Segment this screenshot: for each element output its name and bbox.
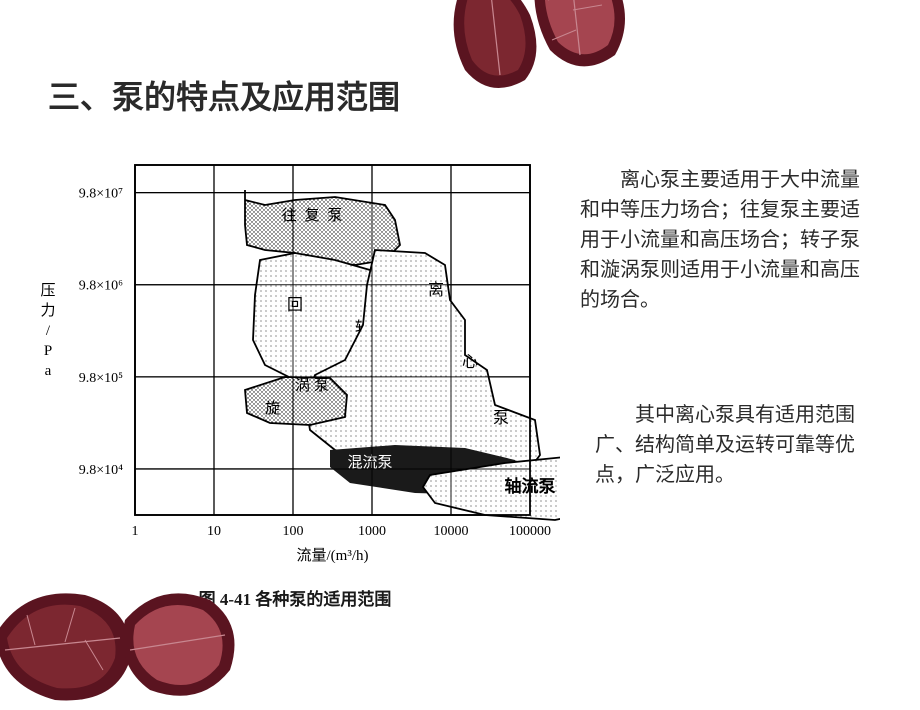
paragraph-1: 离心泵主要适用于大中流量和中等压力场合；往复泵主要适用于小流量和高压场合；转子泵… <box>580 165 870 315</box>
svg-text:往 复 泵: 往 复 泵 <box>282 206 345 224</box>
chart-svg: 1 10 100 1000 10000 100000 9.8×10⁴ 9.8×10⁵ 9.8×1… <box>30 150 560 580</box>
svg-text:a: a <box>45 363 52 379</box>
svg-text:1000: 1000 <box>358 524 386 539</box>
svg-text:9.8×10⁷: 9.8×10⁷ <box>79 187 123 202</box>
chart-caption: 图 4-41 各种泵的适用范围 <box>30 585 560 610</box>
svg-text:9.8×10⁶: 9.8×10⁶ <box>79 279 123 294</box>
svg-text:流量/(m³/h): 流量/(m³/h) <box>297 547 369 564</box>
svg-text:1: 1 <box>132 524 139 539</box>
svg-text:压: 压 <box>40 282 55 299</box>
decorative-leaf-top <box>430 0 650 110</box>
paragraph-2: 其中离心泵具有适用范围广、结构简单及运转可靠等优点，广泛应用。 <box>595 400 870 490</box>
paragraph-2-text: 其中离心泵具有适用范围广、结构简单及运转可靠等优点，广泛应用。 <box>595 404 855 486</box>
svg-text:9.8×10⁵: 9.8×10⁵ <box>79 371 123 386</box>
page-title: 三、泵的特点及应用范围 <box>48 72 400 118</box>
svg-text:离: 离 <box>428 281 444 299</box>
svg-text:/: / <box>46 323 51 339</box>
svg-text:P: P <box>44 343 52 359</box>
svg-text:涡 泵: 涡 泵 <box>295 377 329 394</box>
svg-text:100: 100 <box>283 524 304 539</box>
pump-range-chart: 1 10 100 1000 10000 100000 9.8×10⁴ 9.8×10⁵ 9.8×1… <box>30 150 560 610</box>
svg-text:100000: 100000 <box>509 524 551 539</box>
svg-text:泵: 泵 <box>493 409 509 427</box>
paragraph-1-text: 离心泵主要适用于大中流量和中等压力场合；往复泵主要适用于小流量和高压场合；转子泵… <box>580 169 860 311</box>
svg-text:力: 力 <box>40 302 55 319</box>
svg-text:回: 回 <box>287 297 303 314</box>
svg-text:10000: 10000 <box>434 524 469 539</box>
svg-text:10: 10 <box>207 524 221 539</box>
svg-text:9.8×10⁴: 9.8×10⁴ <box>79 463 123 478</box>
svg-text:心: 心 <box>462 353 478 371</box>
svg-text:旋: 旋 <box>265 400 280 417</box>
